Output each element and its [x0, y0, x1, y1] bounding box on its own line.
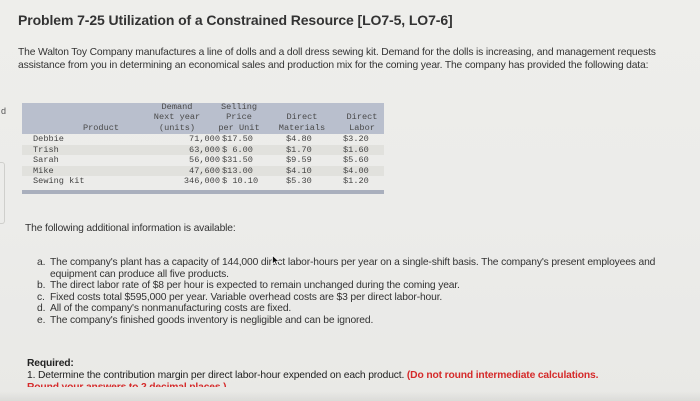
header-product: Product [82, 122, 120, 133]
list-marker: a. [37, 257, 46, 268]
problem-intro: The Walton Toy Company manufactures a li… [18, 47, 656, 71]
additional-info-list: a. The company's plant has a capacity of… [37, 257, 677, 327]
cell-direct-materials: $4.80 [286, 134, 312, 144]
mouse-pointer-icon [272, 255, 280, 266]
cell-price: $31.50 [222, 155, 253, 166]
list-item-text: The direct labor rate of $8 per hour is … [50, 280, 460, 292]
table-row: Debbie 71,000 $17.50 $4.80 $3.20 [22, 134, 384, 145]
bottom-edge-shadow [0, 391, 700, 401]
list-item-text: Fixed costs total $595,000 per year. Var… [50, 291, 443, 303]
problem-title: Problem 7-25 Utilization of a Constraine… [18, 12, 453, 28]
list-item: a. The company's plant has a capacity of… [37, 257, 677, 280]
left-edge-fragment: d [1, 106, 7, 116]
cell-demand: 71,000 [189, 134, 220, 144]
header-direct-labor: Direct Labor [346, 112, 378, 133]
table-footer-bar [22, 189, 384, 194]
header-demand: Demand Next year (units) [153, 101, 201, 133]
cell-product: Sarah [33, 155, 59, 166]
list-marker: d. [37, 303, 46, 315]
cell-demand: 47,600 [189, 165, 220, 176]
header-selling-price: Selling Price per Unit [218, 101, 260, 133]
table-body: Debbie 71,000 $17.50 $4.80 $3.20 Trish 6… [22, 134, 384, 187]
required-item-1-text: 1. Determine the contribution margin per… [27, 370, 407, 382]
additional-info-heading: The following additional information is … [25, 223, 236, 234]
cell-direct-materials: $1.70 [286, 144, 312, 155]
table-row: Sewing kit 346,000 $ 10.10 $5.30 $1.20 [22, 176, 384, 187]
cell-direct-labor: $4.00 [343, 165, 369, 176]
list-marker: b. [37, 280, 46, 292]
cell-demand: 63,000 [189, 144, 220, 155]
cell-price: $ 10.10 [222, 176, 259, 187]
cell-direct-labor: $3.20 [343, 134, 369, 144]
required-item-1-note: (Do not round intermediate calculations. [406, 370, 599, 382]
product-data-table: Product Demand Next year (units) Selling… [22, 101, 384, 194]
required-item-1-note-continued: Round your answers to 2 decimal places.) [27, 382, 697, 387]
cell-direct-labor: $1.20 [343, 176, 369, 187]
header-direct-materials: Direct Materials [278, 112, 326, 133]
list-item: e. The company's finished goods inventor… [37, 315, 677, 327]
cell-product: Sewing kit [33, 176, 85, 187]
list-item-text: The company's finished goods inventory i… [50, 314, 374, 326]
cell-product: Trish [33, 144, 59, 155]
cell-direct-labor: $5.60 [343, 155, 369, 166]
list-item: b. The direct labor rate of $8 per hour … [37, 280, 677, 292]
cell-price: $13.00 [222, 165, 253, 176]
list-marker: c. [37, 291, 45, 303]
list-item-text: All of the company's nonmanufacturing co… [50, 303, 292, 315]
cell-price: $ 6.00 [222, 144, 253, 155]
cell-product: Debbie [33, 134, 64, 144]
table-row: Trish 63,000 $ 6.00 $1.70 $1.60 [22, 144, 384, 156]
cell-price: $17.50 [222, 134, 253, 144]
cell-direct-labor: $1.60 [343, 144, 369, 155]
required-item-1: 1. Determine the contribution margin per… [27, 370, 697, 382]
list-item-text: The company's plant has a capacity of 14… [50, 257, 656, 280]
list-item: c. Fixed costs total $595,000 per year. … [37, 292, 677, 304]
cell-direct-materials: $5.30 [286, 176, 312, 187]
table-row: Mike 47,600 $13.00 $4.10 $4.00 [22, 165, 384, 177]
cell-direct-materials: $9.59 [286, 155, 312, 166]
cell-product: Mike [33, 165, 54, 176]
list-marker: e. [37, 314, 46, 326]
left-edge-panel [0, 162, 5, 224]
table-header: Product Demand Next year (units) Selling… [22, 101, 384, 134]
required-label: Required: [27, 358, 74, 369]
cell-demand: 56,000 [189, 155, 220, 166]
list-item: d. All of the company's nonmanufacturing… [37, 303, 677, 315]
required-section: Required: 1. Determine the contribution … [27, 358, 697, 387]
cell-direct-materials: $4.10 [286, 165, 312, 176]
cell-demand: 346,000 [183, 176, 220, 187]
table-row: Sarah 56,000 $31.50 $9.59 $5.60 [22, 155, 384, 166]
